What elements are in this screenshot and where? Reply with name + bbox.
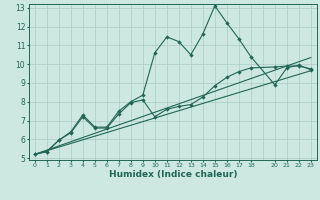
X-axis label: Humidex (Indice chaleur): Humidex (Indice chaleur) [108,170,237,179]
